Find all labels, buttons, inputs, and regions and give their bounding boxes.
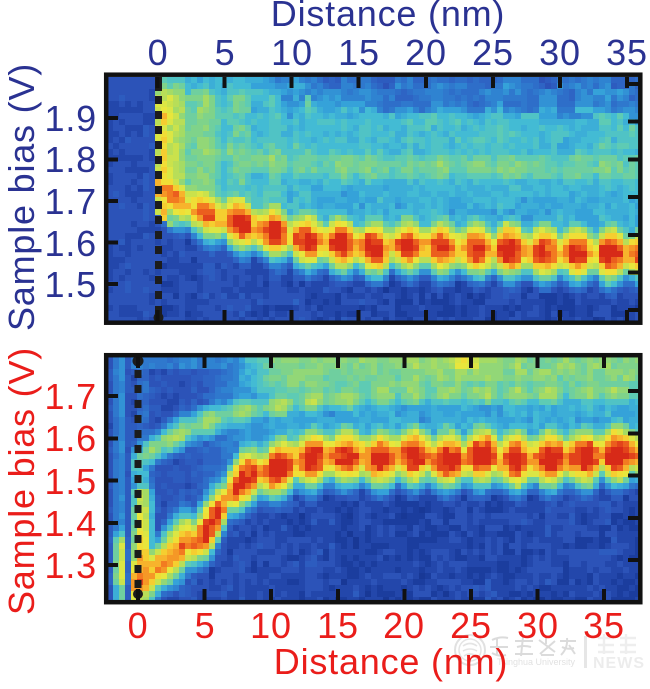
svg-text:NEWS: NEWS [593,655,645,672]
svg-text:Tsinghua University: Tsinghua University [497,657,576,667]
